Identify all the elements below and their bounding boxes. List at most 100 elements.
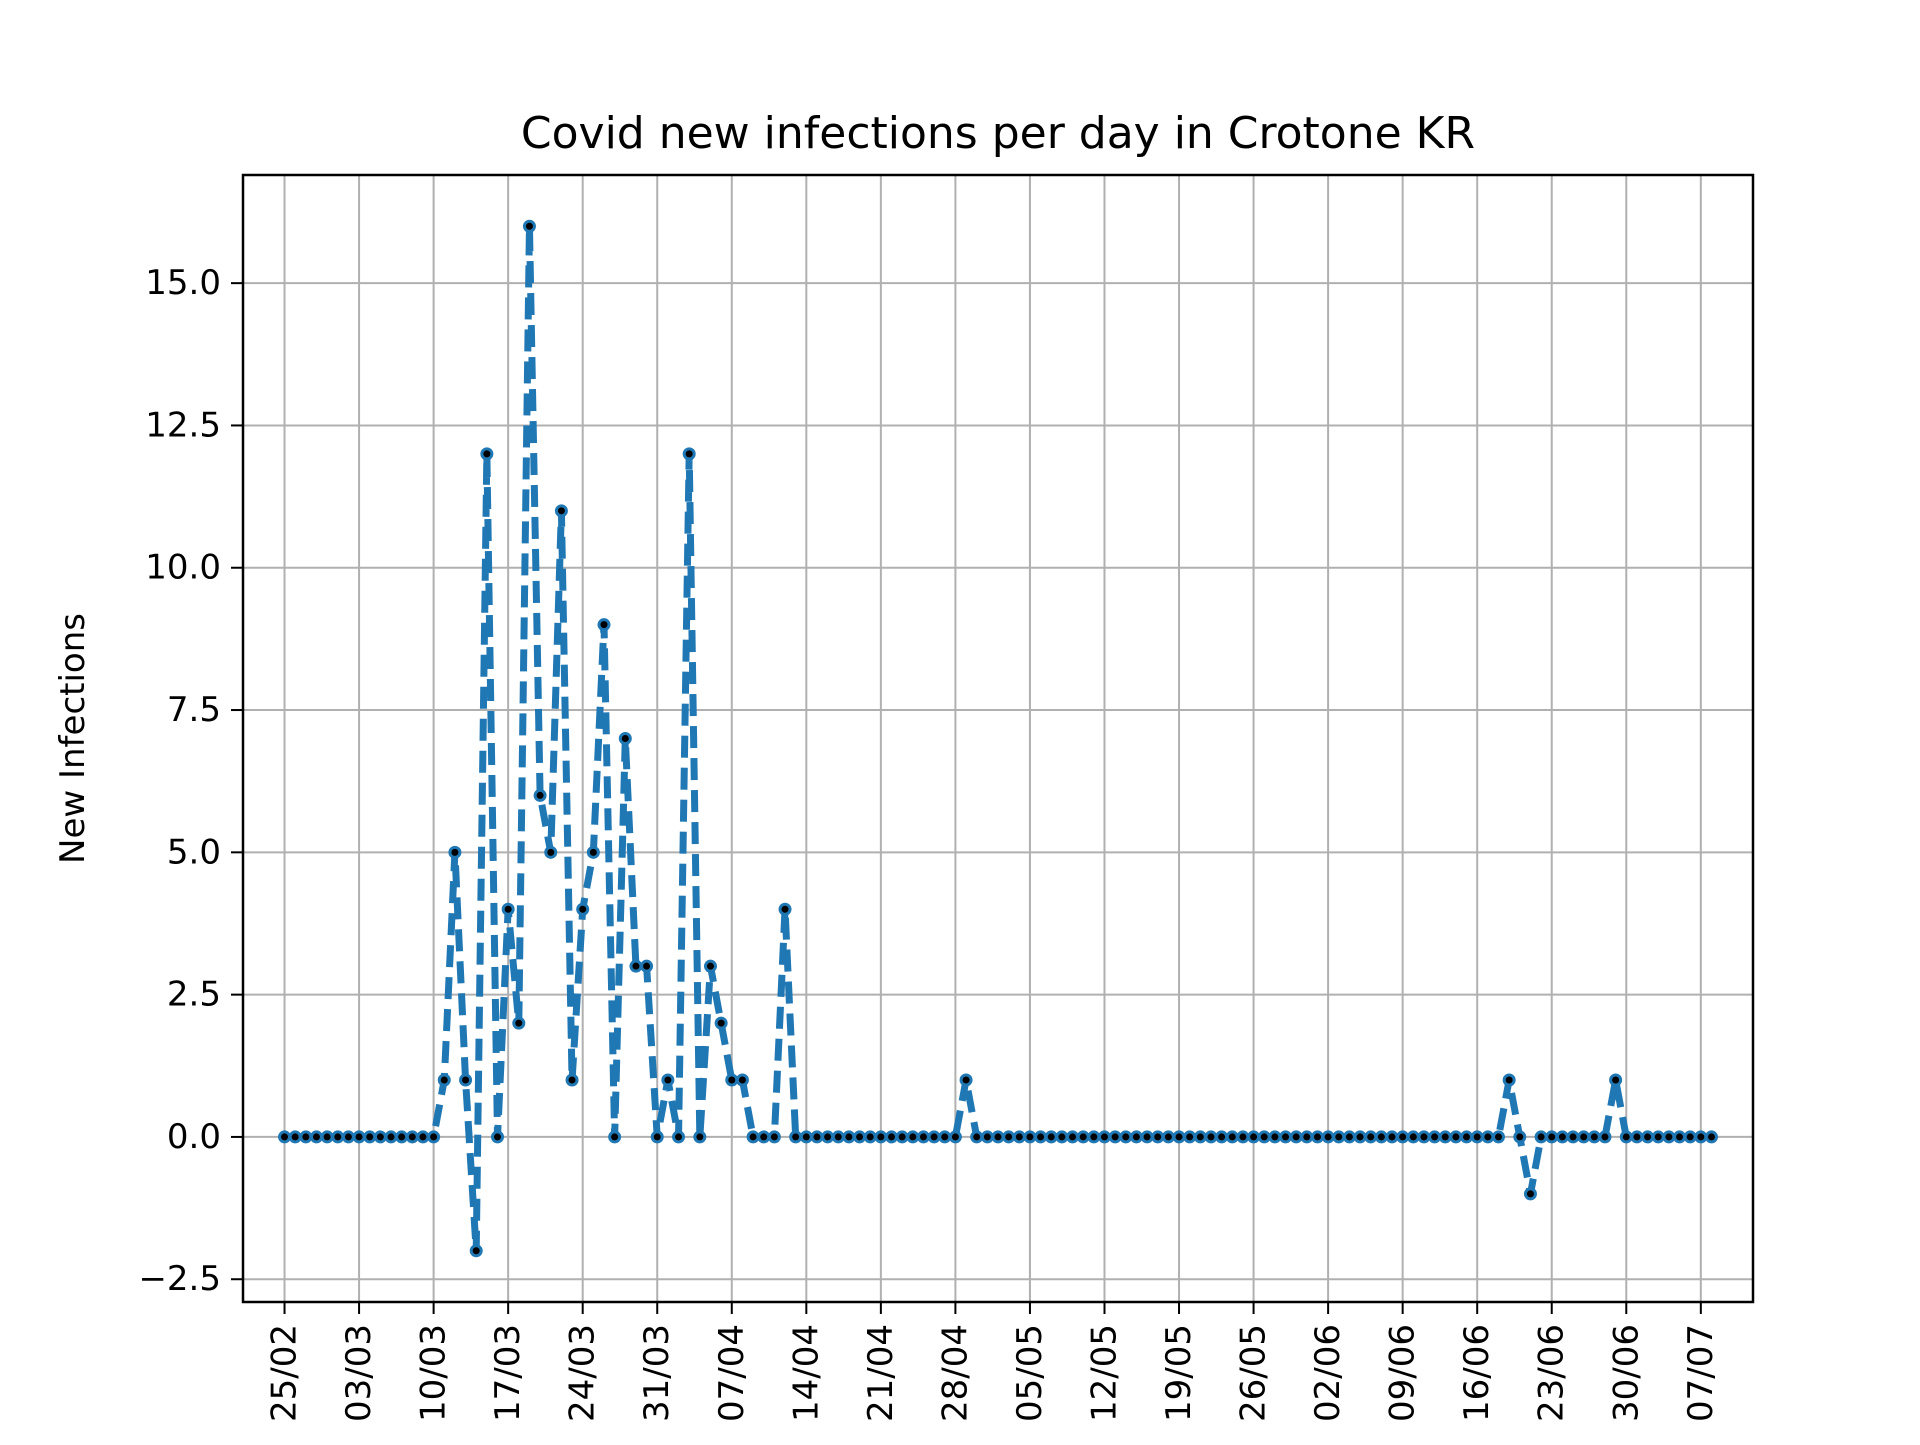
y-tick-label: 2.5 [167,975,221,1015]
data-point [1289,1130,1303,1144]
data-point [1555,1130,1569,1144]
data-point [874,1130,888,1144]
data-point [778,902,792,916]
data-point [1108,1130,1122,1144]
x-tick-label: 23/06 [1532,1324,1572,1422]
y-tick-label: 7.5 [167,690,221,730]
data-point [991,1130,1005,1144]
y-tick-label: 12.5 [145,405,221,445]
data-point [405,1130,419,1144]
data-point [1097,1130,1111,1144]
data-point [1140,1130,1154,1144]
data-point [1417,1130,1431,1144]
y-tick-label: 5.0 [167,832,221,872]
data-point [373,1130,387,1144]
data-point [1385,1130,1399,1144]
data-point [640,959,654,973]
data-point [554,504,568,518]
data-point [1662,1130,1676,1144]
x-tick-label: 03/03 [339,1324,379,1422]
data-point [1151,1130,1165,1144]
data-point [863,1130,877,1144]
data-point [672,1130,686,1144]
data-point [1502,1073,1516,1087]
data-point [1374,1130,1388,1144]
data-point [288,1130,302,1144]
data-point [948,1130,962,1144]
data-point [533,788,547,802]
data-point [1587,1130,1601,1144]
data-point [448,845,462,859]
data-point [1066,1130,1080,1144]
data-point [831,1130,845,1144]
x-tick-label: 09/06 [1383,1324,1423,1422]
data-point [746,1130,760,1144]
data-point [480,447,494,461]
data-point [459,1073,473,1087]
data-point [395,1130,409,1144]
data-point [927,1130,941,1144]
data-point [544,845,558,859]
data-point [1044,1130,1058,1144]
data-point [629,959,643,973]
data-point [1353,1130,1367,1144]
y-tick-label: 10.0 [145,548,221,588]
data-point [618,732,632,745]
data-point [501,902,515,916]
data-point [725,1073,739,1087]
y-tick-label: 15.0 [145,263,221,303]
data-point [1204,1130,1218,1144]
data-point [1342,1130,1356,1144]
data-point [1630,1130,1644,1144]
x-tick-label: 07/07 [1681,1324,1721,1422]
series-layer [278,219,1718,1258]
x-tick-label: 02/06 [1308,1324,1348,1422]
data-point [565,1073,579,1087]
data-point [491,1130,505,1144]
data-point [597,618,611,632]
data-point [1023,1130,1037,1144]
x-tick-label: 28/04 [935,1324,975,1422]
data-point [1332,1130,1346,1144]
data-point [1534,1130,1548,1144]
data-point [1236,1130,1250,1144]
x-tick-label: 12/05 [1084,1324,1124,1422]
data-point [469,1244,483,1258]
data-point [1598,1130,1612,1144]
data-point [1076,1130,1090,1144]
x-tick-label: 24/03 [563,1324,603,1422]
data-point [1641,1130,1655,1144]
data-point [821,1130,835,1144]
data-point [1619,1130,1633,1144]
data-point [650,1130,664,1144]
x-tick-label: 10/03 [414,1324,454,1422]
data-point [916,1130,930,1144]
y-tick-label: −2.5 [138,1259,221,1299]
data-point [1577,1130,1591,1144]
data-point [586,845,600,859]
x-tick-label: 25/02 [265,1324,305,1422]
data-point [1257,1130,1271,1144]
data-point [959,1073,973,1087]
data-point [1470,1130,1484,1144]
data-point [1225,1130,1239,1144]
data-point [608,1130,622,1144]
data-point [1364,1130,1378,1144]
data-point [512,1016,526,1030]
data-point [1034,1130,1048,1144]
chart-title: Covid new infections per day in Crotone … [521,108,1475,159]
data-point [1449,1130,1463,1144]
plot-frame [241,173,1755,1304]
data-point [522,219,536,233]
data-point [341,1130,355,1144]
data-point [1310,1130,1324,1144]
data-point [714,1016,728,1030]
data-point [799,1130,813,1144]
x-tick-label: 30/06 [1606,1324,1646,1422]
data-point [980,1130,994,1144]
data-point [352,1130,366,1144]
x-tick-label: 07/04 [712,1324,752,1422]
data-point [331,1130,345,1144]
data-point [1651,1130,1665,1144]
x-tick-label: 26/05 [1234,1324,1274,1422]
